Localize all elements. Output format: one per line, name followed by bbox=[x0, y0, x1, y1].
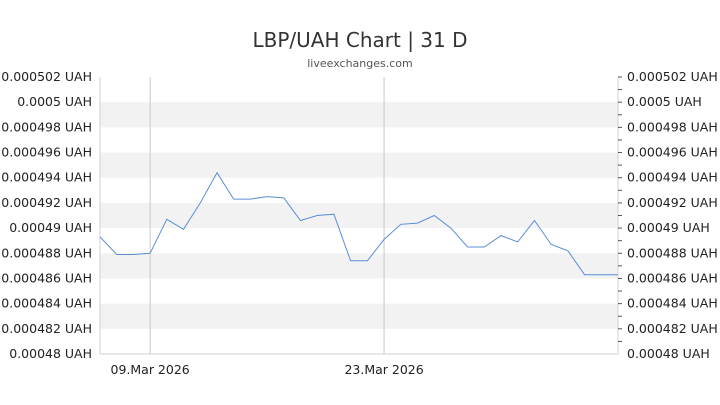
chart-subtitle: liveexchanges.com bbox=[307, 57, 412, 70]
vertical-gridlines bbox=[149, 77, 385, 354]
y-tick-label-left: 0.000488 UAH bbox=[1, 245, 92, 260]
chart-title: LBP/UAH Chart | 31 D bbox=[253, 28, 468, 52]
y-tick-label-right: 0.000502 UAH bbox=[627, 69, 718, 84]
y-tick-label-left: 0.000492 UAH bbox=[1, 195, 92, 210]
y-tick-label-right: 0.000494 UAH bbox=[627, 170, 718, 185]
series-layer bbox=[99, 171, 618, 276]
y-tick-label-left: 0.00048 UAH bbox=[9, 346, 92, 361]
y-tick-label-left: 0.00049 UAH bbox=[9, 220, 92, 235]
y-tick-label-left: 0.000496 UAH bbox=[1, 145, 92, 160]
y-tick-label-right: 0.000496 UAH bbox=[627, 145, 718, 160]
y-tick-label-right: 0.000492 UAH bbox=[627, 195, 718, 210]
y-tick-label-right: 0.000486 UAH bbox=[627, 270, 718, 285]
grid-band bbox=[100, 152, 618, 178]
x-tick-label: 09.Mar 2026 bbox=[111, 362, 190, 377]
y-tick-label-left: 0.000486 UAH bbox=[1, 270, 92, 285]
y-tick-label-left: 0.000482 UAH bbox=[1, 321, 92, 336]
y-tick-label-left: 0.000494 UAH bbox=[1, 170, 92, 185]
y-tick-label-right: 0.000484 UAH bbox=[627, 296, 718, 311]
grid-band bbox=[100, 303, 618, 329]
grid-bands bbox=[100, 102, 618, 329]
y-axis-left: 0.000502 UAH 0.0005 UAH 0.000498 UAH 0.0004… bbox=[1, 69, 92, 361]
y-tick-label-right: 0.00049 UAH bbox=[627, 220, 710, 235]
series-line bbox=[99, 171, 618, 276]
x-tick-label: 23.Mar 2026 bbox=[344, 362, 423, 377]
y-tick-label-left: 0.000484 UAH bbox=[1, 296, 92, 311]
y-tick-label-left: 0.000498 UAH bbox=[1, 119, 92, 134]
y-axis-right: 0.000502 UAH 0.0005 UAH 0.000498 UAH 0.0004… bbox=[618, 69, 718, 361]
y-tick-label-right: 0.0005 UAH bbox=[627, 94, 702, 109]
grid-band bbox=[100, 202, 618, 229]
grid-band bbox=[100, 253, 618, 279]
y-tick-label-left: 0.000502 UAH bbox=[1, 69, 92, 84]
grid-band bbox=[100, 102, 618, 128]
y-tick-label-right: 0.000498 UAH bbox=[627, 119, 718, 134]
y-tick-label-right: 0.000482 UAH bbox=[627, 321, 718, 336]
y-tick-label-left: 0.0005 UAH bbox=[17, 94, 92, 109]
x-axis: 09.Mar 2026 23.Mar 2026 bbox=[111, 362, 424, 377]
y-tick-label-right: 0.00048 UAH bbox=[627, 346, 710, 361]
y-tick-label-right: 0.000488 UAH bbox=[627, 245, 718, 260]
